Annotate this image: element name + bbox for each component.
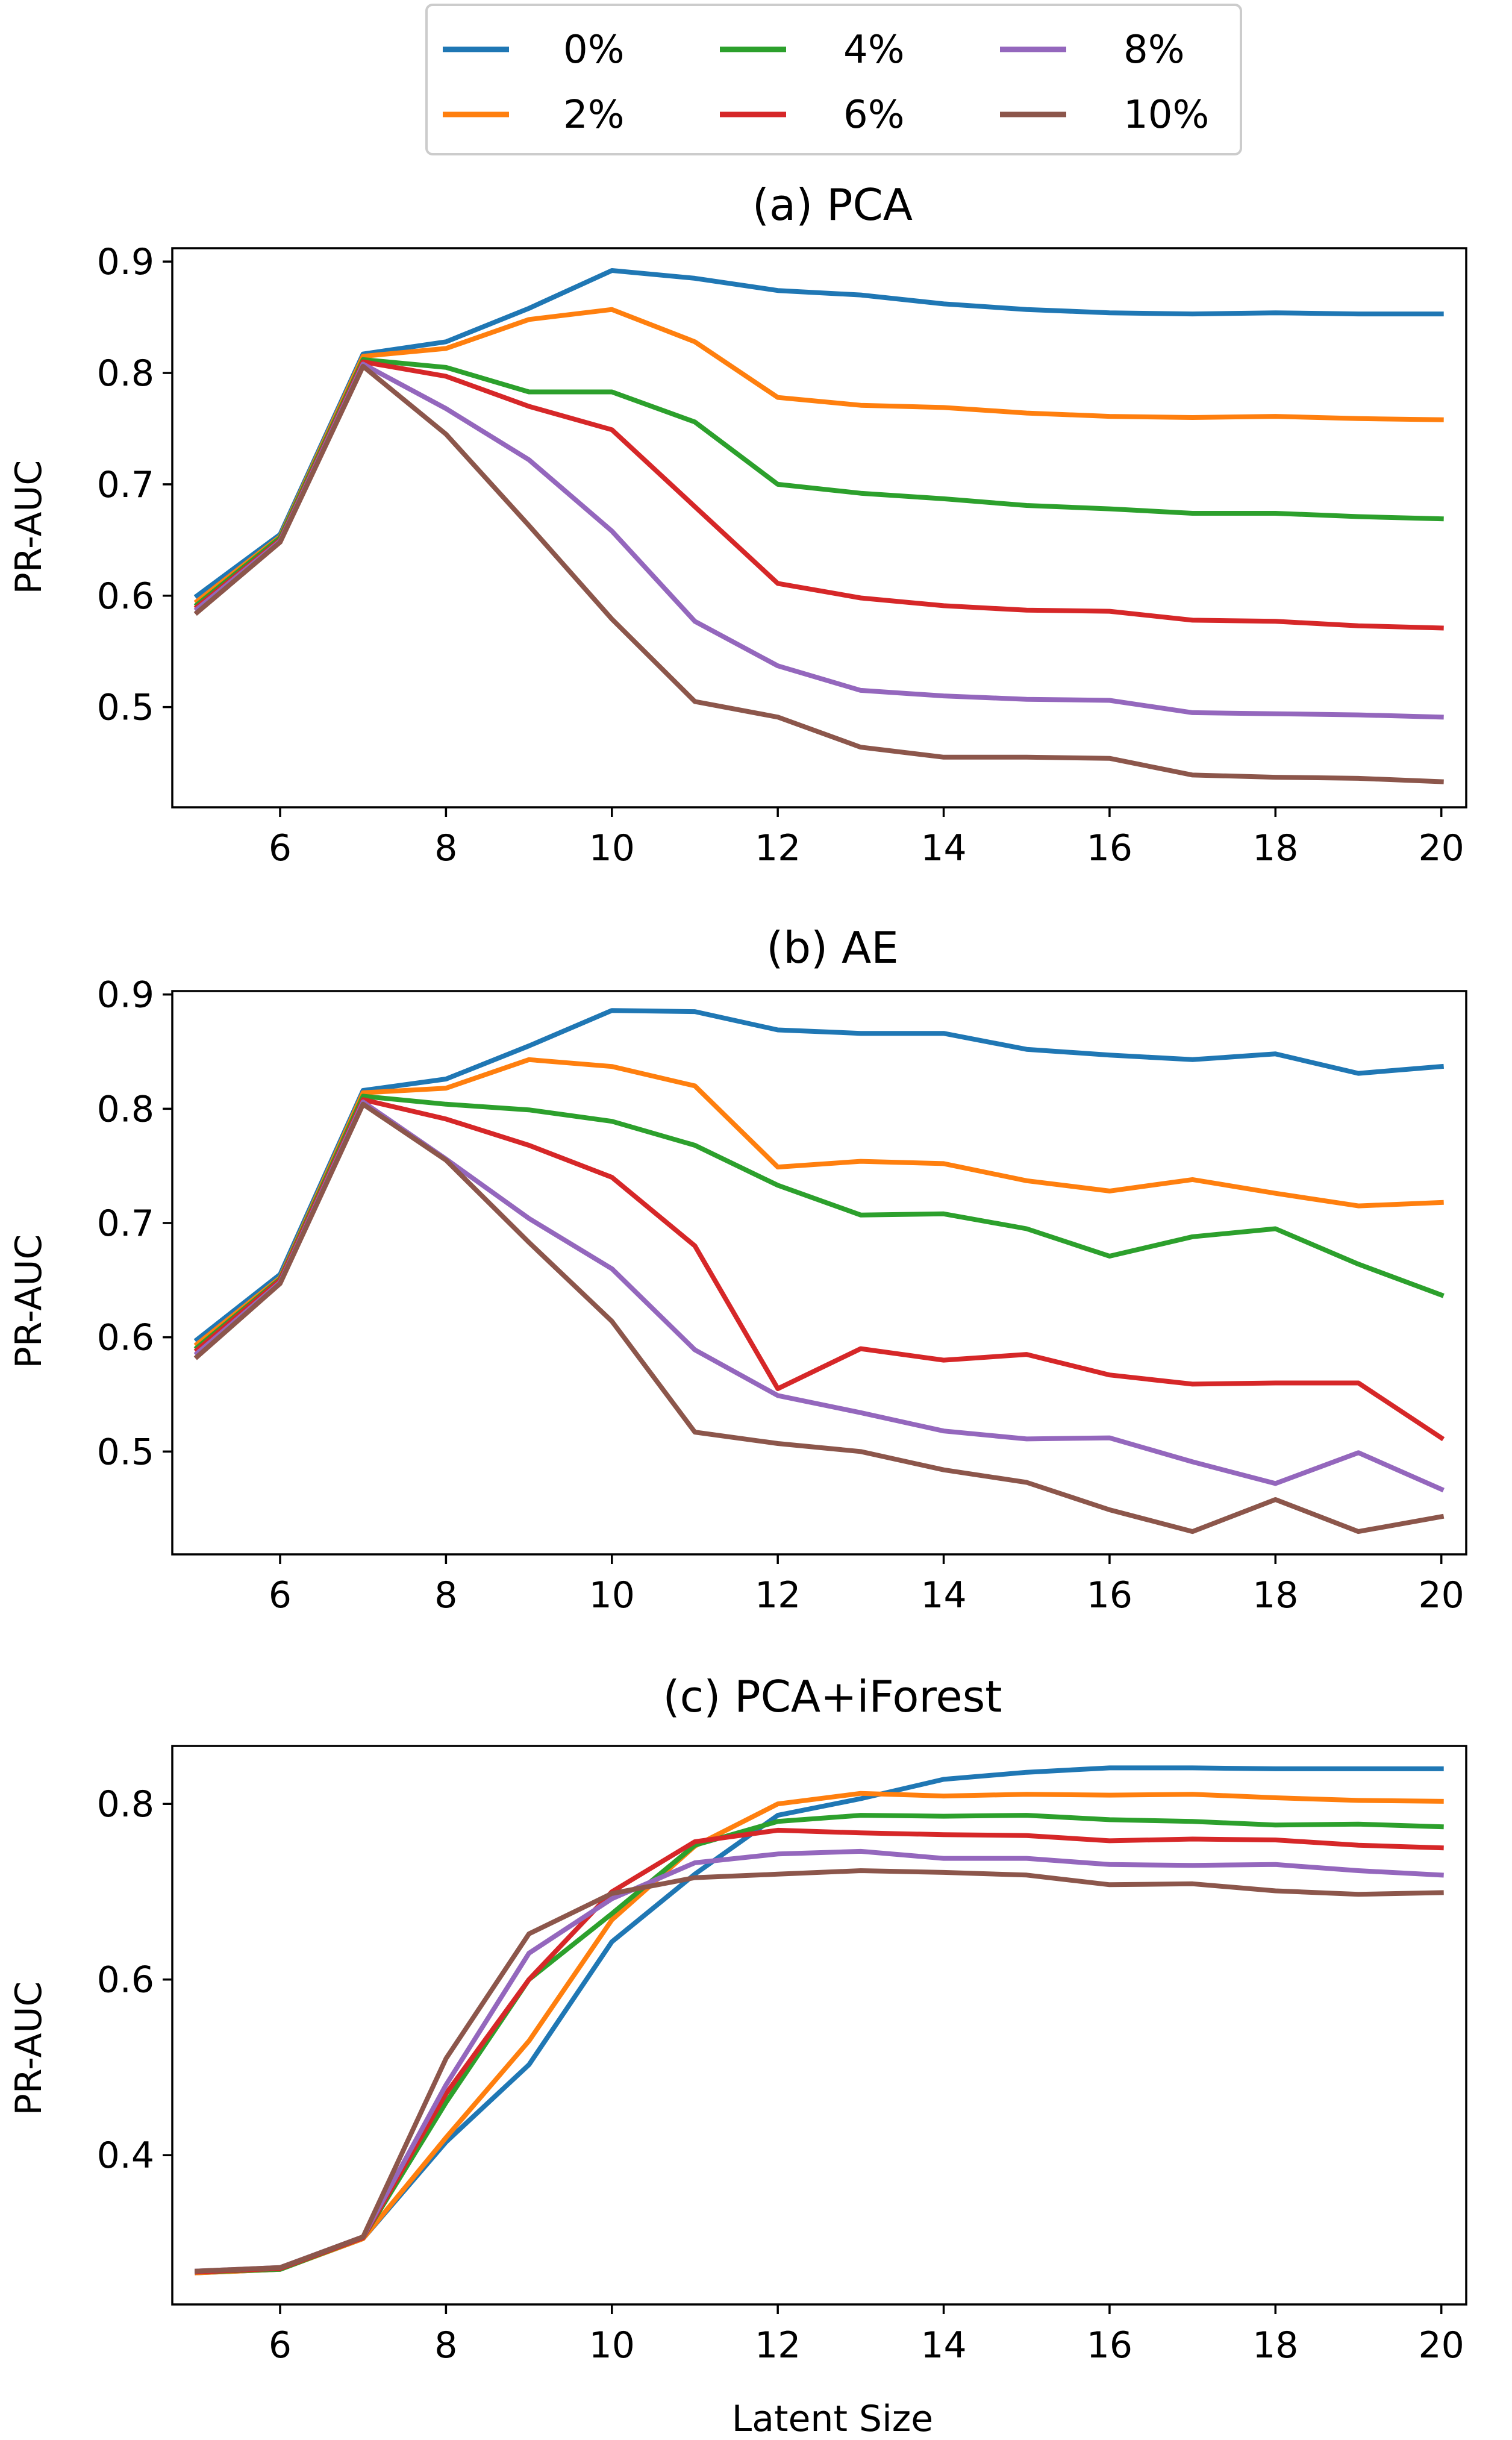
panel-c-series-10pct [195, 1868, 1444, 2274]
panel-b-y-tick-label: 0.6 [97, 1317, 154, 1359]
panel-b-y-tick-label: 0.8 [97, 1088, 154, 1130]
panel-b-ae: (b) AE PR-AUC 6 8 10 12 14 16 18 20 0.5 0.6 0.7 0.8… [8, 922, 1467, 1616]
panel-c-x-tick-label: 16 [1087, 2324, 1132, 2366]
panel-a-y-tick-label: 0.6 [97, 575, 154, 618]
legend-box [425, 4, 1242, 155]
panel-c-series-8pct [195, 1848, 1444, 2274]
panel-c-y-tick-label: 0.8 [97, 1783, 154, 1825]
panel-c-title: (c) PCA+iForest [663, 1671, 1002, 1722]
panel-b-y-tick-label: 0.7 [97, 1203, 154, 1245]
legend-label-10pct: 10% [1123, 93, 1209, 137]
panel-b-y-axis-label: PR-AUC [8, 1234, 50, 1369]
panel-b-x-tick-label: 16 [1087, 1574, 1132, 1616]
panel-c-pca-iforest: (c) PCA+iForest PR-AUC Latent Size 6 8 10 1… [8, 1671, 1467, 2440]
panel-b-plot-frame [171, 990, 1467, 1556]
panel-c-x-tick-label: 8 [434, 2324, 457, 2366]
legend-label-2pct: 2% [563, 93, 625, 137]
panel-a-x-tick-label: 10 [589, 827, 635, 869]
panel-a-x-tick-label: 20 [1419, 827, 1464, 869]
panel-c-plot-frame [171, 1745, 1467, 2306]
panel-c-x-tick-label: 6 [269, 2324, 292, 2366]
panel-c-x-tick-label: 18 [1252, 2324, 1298, 2366]
legend-label-6pct: 6% [843, 93, 905, 137]
panel-a-x-tick-label: 6 [269, 827, 292, 869]
panel-a-series-10pct [193, 364, 1444, 784]
panel-a-x-tick-label: 8 [434, 827, 457, 869]
panel-b-title: (b) AE [766, 922, 899, 973]
legend-label-4pct: 4% [843, 28, 905, 72]
panel-a-x-tick-label: 14 [920, 827, 966, 869]
panel-a-series-0pct [193, 268, 1444, 599]
panel-a-x-tick-label: 18 [1252, 827, 1298, 869]
panel-b-series-4pct [193, 1093, 1445, 1351]
panel-b-series-6pct [193, 1097, 1445, 1442]
legend-label-8pct: 8% [1123, 28, 1185, 72]
panel-a-plot-frame [171, 247, 1467, 809]
panel-b-x-tick-label: 14 [920, 1574, 966, 1616]
panel-b-x-tick-label: 12 [755, 1574, 801, 1616]
panel-c-x-tick-label: 20 [1419, 2324, 1464, 2366]
panel-a-series-8pct [193, 361, 1444, 720]
panel-c-x-axis-label: Latent Size [732, 2398, 933, 2440]
panel-a-title: (a) PCA [752, 180, 913, 230]
panel-a-series-2pct [193, 307, 1444, 605]
panel-b-x-tick-label: 6 [269, 1574, 292, 1616]
panel-b-series [193, 1008, 1445, 1534]
panel-a-series-4pct [193, 357, 1444, 608]
panel-a-y-tick-label: 0.5 [97, 687, 154, 729]
panel-a-series [193, 268, 1444, 784]
legend: 0% 2% 4% 6% 8% 10% [425, 4, 1242, 155]
panel-a-y-axis-label: PR-AUC [8, 460, 50, 595]
panel-a-y-tick-label: 0.8 [97, 352, 154, 395]
panel-c-y-axis-label: PR-AUC [8, 1982, 50, 2116]
panel-c-x-tick-label: 10 [589, 2324, 635, 2366]
panel-b-x-tick-label: 8 [434, 1574, 457, 1616]
panel-c-series [195, 1765, 1444, 2276]
panel-b-x-tick-label: 20 [1419, 1574, 1464, 1616]
panel-a-y-tick-label: 0.7 [97, 464, 154, 506]
panel-c-ticks: 6 8 10 12 14 16 18 20 0.4 0.6 0.8 [97, 1783, 1464, 2366]
panel-a-ticks: 6 8 10 12 14 16 18 20 0.5 0.6 0.7 0.8 0.9 [97, 241, 1464, 869]
panel-a-x-tick-label: 16 [1087, 827, 1132, 869]
panel-b-x-tick-label: 10 [589, 1574, 635, 1616]
panel-c-x-tick-label: 14 [920, 2324, 966, 2366]
panel-a-y-tick-label: 0.9 [97, 241, 154, 283]
panel-c-series-2pct [195, 1791, 1444, 2276]
panel-b-y-tick-label: 0.9 [97, 974, 154, 1016]
panel-c-x-tick-label: 12 [755, 2324, 801, 2366]
panel-a-x-tick-label: 12 [755, 827, 801, 869]
panel-a-pca: (a) PCA PR-AUC 6 8 10 12 14 16 18 20 0.5 0.6 0.7 0.… [8, 180, 1467, 869]
panel-c-y-tick-label: 0.4 [97, 2135, 154, 2177]
panel-b-ticks: 6 8 10 12 14 16 18 20 0.5 0.6 0.7 0.8 0.9 [97, 974, 1464, 1616]
panel-b-series-0pct [193, 1008, 1445, 1344]
panel-b-series-2pct [193, 1057, 1444, 1348]
panel-b-x-tick-label: 18 [1252, 1574, 1298, 1616]
panel-a-series-6pct [193, 359, 1444, 631]
legend-label-0pct: 0% [563, 28, 625, 72]
panel-b-series-10pct [193, 1101, 1445, 1534]
panel-c-y-tick-label: 0.6 [97, 1959, 154, 2001]
panel-b-y-tick-label: 0.5 [97, 1431, 154, 1473]
